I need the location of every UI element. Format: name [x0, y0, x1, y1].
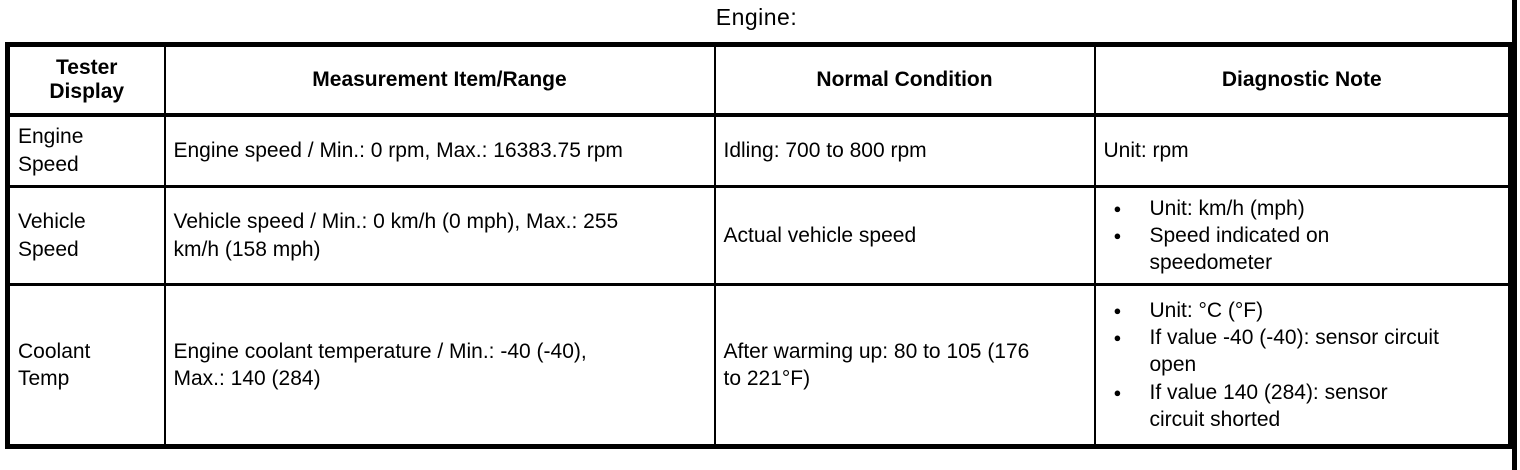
cell-normal-condition: After warming up: 80 to 105 (176 to 221°…	[713, 283, 1096, 448]
diagnostic-note-value: Unit: °C (°F)	[1149, 298, 1264, 322]
cell-diagnostic-note: Unit: rpm	[1093, 113, 1512, 188]
cell-measurement: Engine coolant temperature / Min.: -40 (…	[163, 283, 716, 448]
bullet-icon: ●	[1113, 330, 1122, 346]
cell-tester-display: Engine Speed	[6, 113, 166, 188]
cell-diagnostic-note: ● Unit: °C (°F) ● If value -40 (-40): se…	[1093, 283, 1512, 448]
table-header-row: Tester Display Measurement Item/Range No…	[6, 43, 1512, 117]
measurement-value: Engine speed / Min.: 0 rpm, Max.: 16383.…	[173, 139, 623, 163]
header-diagnostic-note: Diagnostic Note	[1093, 43, 1512, 117]
diagnostic-note-value: If value 140 (284): sensor circuit short…	[1149, 380, 1388, 431]
tester-display-value: Vehicle Speed	[18, 210, 86, 261]
normal-condition-value: After warming up: 80 to 105 (176 to 221°…	[723, 339, 1030, 390]
measurement-value: Engine coolant temperature / Min.: -40 (…	[173, 339, 587, 390]
bullet-icon: ●	[1113, 384, 1122, 400]
diagnostic-note-value: Unit: rpm	[1103, 139, 1189, 163]
tester-display-value: Engine Speed	[18, 125, 84, 176]
tester-display-value: Coolant Temp	[18, 339, 91, 390]
bullet-icon: ●	[1113, 227, 1122, 243]
table-row-vehicle-speed: Vehicle Speed Vehicle speed / Min.: 0 km…	[6, 185, 1512, 286]
cell-normal-condition: Idling: 700 to 800 rpm	[713, 113, 1096, 188]
diagnostic-note-list: ● Unit: km/h (mph) ● Speed indicated on …	[1104, 195, 1501, 277]
bullet-icon: ●	[1113, 200, 1122, 216]
list-item: ● If value 140 (284): sensor circuit sho…	[1114, 379, 1501, 434]
list-item: ● Speed indicated on speedometer	[1114, 222, 1501, 277]
header-measurement-item-range: Measurement Item/Range	[163, 43, 716, 117]
cell-normal-condition: Actual vehicle speed	[713, 185, 1096, 286]
list-item: ● Unit: km/h (mph)	[1114, 195, 1501, 222]
list-item: ● If value -40 (-40): sensor circuit ope…	[1114, 324, 1501, 379]
list-item: ● Unit: °C (°F)	[1114, 297, 1501, 324]
normal-condition-value: Idling: 700 to 800 rpm	[723, 139, 927, 163]
normal-condition-value: Actual vehicle speed	[723, 223, 917, 247]
cell-tester-display: Vehicle Speed	[6, 185, 166, 286]
diagnostic-note-value: Speed indicated on speedometer	[1149, 223, 1330, 275]
engine-data-table: Tester Display Measurement Item/Range No…	[5, 42, 1513, 449]
diagnostic-note-value: Unit: km/h (mph)	[1149, 196, 1305, 220]
cell-tester-display: Coolant Temp	[6, 283, 166, 448]
cell-measurement: Engine speed / Min.: 0 rpm, Max.: 16383.…	[163, 113, 716, 188]
diagnostic-note-list: ● Unit: °C (°F) ● If value -40 (-40): se…	[1104, 297, 1501, 433]
cell-diagnostic-note: ● Unit: km/h (mph) ● Speed indicated on …	[1093, 185, 1512, 286]
cell-measurement: Vehicle speed / Min.: 0 km/h (0 mph), Ma…	[163, 185, 716, 286]
table-row-engine-speed: Engine Speed Engine speed / Min.: 0 rpm,…	[6, 113, 1512, 188]
table-row-coolant-temp: Coolant Temp Engine coolant temperature …	[6, 283, 1512, 448]
page-title: Engine:	[715, 4, 798, 30]
page-edge-divider	[1512, 0, 1517, 470]
header-tester-display: Tester Display	[6, 43, 166, 117]
header-normal-condition: Normal Condition	[713, 43, 1096, 117]
measurement-value: Vehicle speed / Min.: 0 km/h (0 mph), Ma…	[173, 210, 619, 261]
bullet-icon: ●	[1113, 302, 1122, 318]
diagnostic-note-value: If value -40 (-40): sensor circuit open	[1149, 326, 1439, 377]
